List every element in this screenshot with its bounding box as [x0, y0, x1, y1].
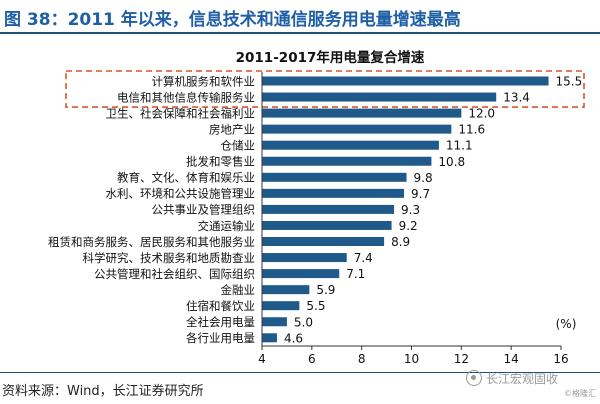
value-label: 9.7: [411, 187, 430, 201]
value-label: 11.1: [446, 139, 473, 153]
category-label: 电信和其他信息传输服务业: [117, 90, 255, 104]
value-label: 9.3: [401, 203, 420, 217]
bar: [262, 269, 340, 279]
category-label: 教育、文化、体育和娱乐业: [117, 171, 255, 185]
bar: [262, 188, 405, 198]
category-label: 科学研究、技术服务和地质勘查业: [83, 251, 256, 265]
category-label: 住宿和餐饮业: [186, 299, 255, 313]
x-tick-label: 16: [553, 352, 568, 366]
x-tick-label: 12: [454, 352, 469, 366]
value-label: 9.2: [399, 219, 418, 233]
value-label: 5.5: [306, 299, 325, 313]
category-label: 全社会用电量: [186, 315, 255, 329]
value-label: 15.5: [556, 75, 583, 89]
source-note: 资料来源：Wind，长江证券研究所: [2, 384, 204, 399]
bar: [262, 108, 462, 118]
watermark-text: 长江宏观固收: [486, 371, 559, 386]
figure-header: 图 38：2011 年以来，信息技术和通信服务用电量增速最高: [0, 0, 600, 34]
value-label: 11.6: [458, 123, 485, 137]
category-label: 各行业用电量: [186, 331, 255, 345]
value-label: 5.9: [316, 283, 335, 297]
category-label: 房地产业: [209, 122, 255, 136]
category-label: 金融业: [221, 283, 256, 297]
figure-title: 图 38：2011 年以来，信息技术和通信服务用电量增速最高: [4, 10, 461, 30]
bar: [262, 76, 549, 86]
category-label: 批发和零售业: [186, 155, 255, 169]
category-label: 水利、环境和公共设施管理业: [106, 187, 256, 201]
bar: [262, 204, 395, 214]
corner-watermark: ©格隆汇: [564, 389, 596, 398]
value-label: 12.0: [468, 107, 495, 121]
bar: [262, 333, 277, 343]
value-label: 9.8: [414, 171, 433, 185]
bar: [262, 285, 310, 295]
bar: [262, 124, 452, 134]
highlight-box: [65, 70, 585, 108]
bar: [262, 253, 347, 263]
wechat-icon: [466, 370, 482, 386]
bar: [262, 92, 497, 102]
bar: [262, 156, 432, 166]
bar: [262, 140, 439, 150]
category-label: 公共事业及管理组织: [152, 203, 256, 217]
value-label: 13.4: [503, 91, 530, 105]
value-label: 7.1: [346, 267, 365, 281]
category-label: 卫生、社会保障和社会福利业: [106, 106, 256, 120]
value-label: 8.9: [391, 235, 410, 249]
value-label: 4.6: [284, 331, 303, 345]
x-tick-label: 4: [258, 352, 266, 366]
x-tick-label: 14: [504, 352, 519, 366]
bar: [262, 172, 407, 182]
category-label: 仓储业: [221, 139, 256, 153]
unit-label: (%): [556, 317, 577, 331]
chart-title: 2011-2017年用电量复合增速: [236, 49, 425, 66]
category-label: 公共管理和社会组织、国际组织: [94, 267, 255, 281]
bar: [262, 237, 385, 246]
category-label: 租赁和商务服务、居民服务和其他服务业: [48, 235, 255, 249]
category-label: 计算机服务和软件业: [152, 74, 256, 88]
value-label: 10.8: [438, 155, 465, 169]
x-tick-label: 6: [308, 352, 316, 366]
bar: [262, 301, 300, 311]
bar: [262, 317, 287, 327]
value-label: 5.0: [294, 315, 313, 329]
figure-footer: 资料来源：Wind，长江证券研究所: [0, 372, 600, 404]
bar: [262, 220, 392, 230]
category-label: 交通运输业: [198, 219, 256, 233]
value-label: 7.4: [354, 251, 373, 265]
watermark: 长江宏观固收: [466, 368, 558, 388]
x-tick-label: 10: [404, 352, 419, 366]
x-tick-label: 8: [358, 352, 366, 366]
